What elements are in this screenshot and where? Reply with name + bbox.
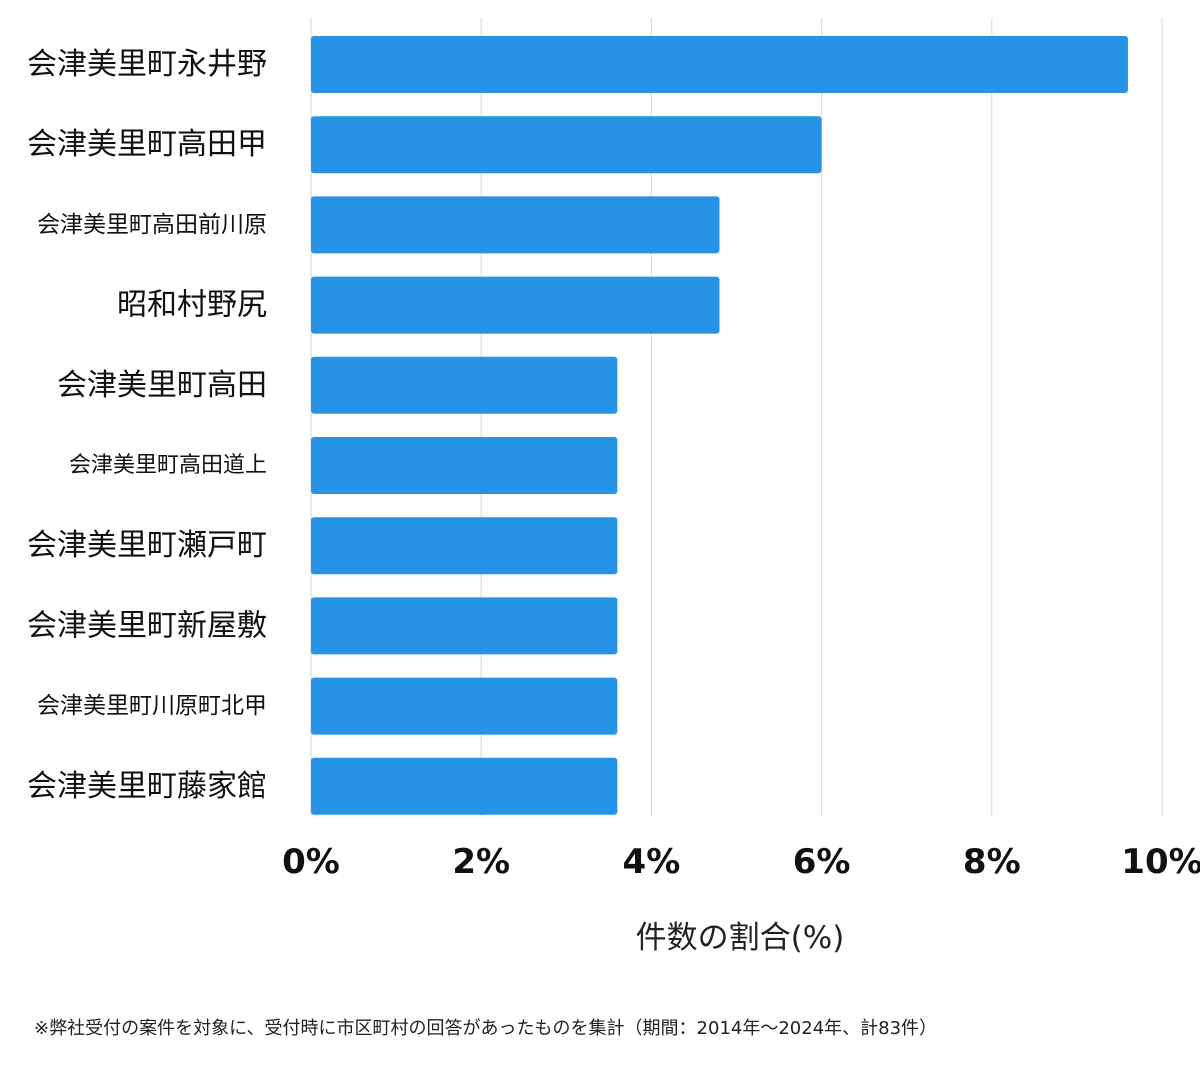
- bar: [311, 757, 618, 815]
- category-label: 会津美里町永井野: [27, 47, 267, 82]
- bar: [311, 36, 1128, 93]
- category-label: 会津美里町瀬戸町: [27, 528, 267, 563]
- bar: [311, 677, 618, 735]
- category-label: 会津美里町高田前川原: [37, 212, 267, 238]
- footnote: ※弊社受付の案件を対象に、受付時に市区町村の回答があったものを集計（期間：201…: [34, 1018, 938, 1039]
- x-tick-label: 10%: [1121, 842, 1200, 882]
- bars: [311, 36, 1128, 815]
- category-label: 会津美里町藤家館: [27, 769, 267, 804]
- category-label: 会津美里町新屋敷: [27, 608, 267, 643]
- x-tick-label: 8%: [963, 842, 1021, 882]
- x-axis-title: 件数の割合(%): [635, 920, 845, 956]
- bar: [311, 196, 720, 254]
- x-tick-labels: 0% 2% 4% 6% 8% 10%: [282, 842, 1200, 882]
- x-tick-label: 4%: [623, 842, 681, 882]
- bar: [311, 517, 618, 575]
- bar: [311, 437, 618, 494]
- category-label: 昭和村野尻: [117, 288, 267, 323]
- category-label: 会津美里町高田道上: [69, 453, 267, 478]
- bar: [311, 597, 618, 655]
- bar: [311, 356, 618, 414]
- category-label: 会津美里町高田: [57, 368, 267, 403]
- bar: [311, 276, 720, 334]
- category-labels: 会津美里町永井野会津美里町高田甲会津美里町高田前川原昭和村野尻会津美里町高田会津…: [27, 47, 267, 804]
- category-label: 会津美里町川原町北甲: [37, 693, 267, 719]
- bar: [311, 116, 822, 174]
- x-tick-label: 2%: [452, 842, 510, 882]
- x-tick-label: 6%: [793, 842, 851, 882]
- x-tick-label: 0%: [282, 842, 340, 882]
- category-label: 会津美里町高田甲: [27, 127, 267, 162]
